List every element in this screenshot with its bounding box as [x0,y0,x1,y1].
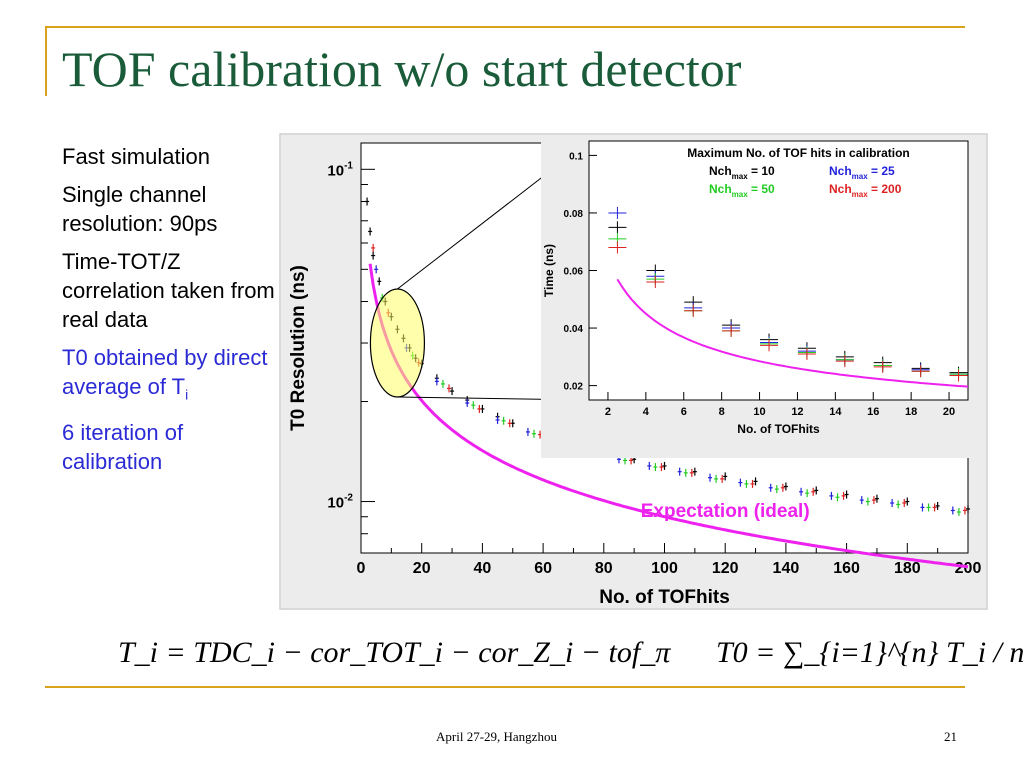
highlight-ellipse [369,288,426,398]
inset-x-tick-label: 16 [867,406,879,418]
bullet-subscript: i [185,386,189,403]
bullet-item: Single channel resolution: 90ps [62,180,277,238]
y-tick-label: 10-1 [327,160,353,179]
bullet-item: Fast simulation [62,142,277,171]
formula-ti-text: T_i = TDC_i − cor_TOT_i − cor_Z_i − tof_… [118,636,671,669]
inset-x-tick-label: 10 [753,406,765,418]
formula-t0: T0 = ∑_{i=1}^{n} T_i / n [716,636,1024,670]
inset-x-tick-label: 14 [829,406,842,418]
top-rule [45,26,965,28]
inset-x-tick-label: 2 [605,406,611,418]
legend-entry: Nchmax = 200 [829,182,902,199]
legend-entry-name: Nch [829,164,852,178]
y-axis-label: T0 Resolution (ns) [288,265,309,431]
x-tick-label: 200 [955,560,982,577]
data-series [371,243,967,515]
legend-entry-subscript: max [732,172,749,181]
bullet-list: Fast simulation Single channel resolutio… [62,142,277,485]
inset-y-tick-label: 0.06 [564,267,584,278]
footer-date-location: April 27-29, Hangzhou [436,729,557,744]
formula-ti: T_i = TDC_i − cor_TOT_i − cor_Z_i − tof_… [118,636,670,670]
inset-plot-frame [588,140,969,401]
inset-expectation-curve [616,278,969,388]
expectation-curve [368,263,969,569]
bullet-text: T0 obtained by direct average of T [62,345,268,399]
y-tick-base: 10 [327,162,344,179]
inset-x-tick-label: 6 [681,406,687,418]
legend-entry-name: Nch [709,182,732,196]
y-tick-exponent: -2 [344,493,353,504]
inset-data-series [608,241,968,382]
inset-x-tick-label: 20 [943,406,955,418]
inset-y-tick-label: 0.1 [569,151,583,162]
inset-y-axis-label: Time (ns) [542,244,556,297]
x-tick-label: 40 [474,560,492,577]
legend-entry: Nchmax = 25 [829,164,895,181]
x-tick-label: 20 [413,560,431,577]
bullet-item: T0 obtained by direct average of Ti [62,343,277,409]
formula-t0-text: T0 = ∑_{i=1}^{n} T_i / n [716,636,1024,669]
inset-x-axis-label: No. of TOFhits [737,422,820,436]
x-tick-label: 100 [651,560,678,577]
legend-entry-value: = 200 [868,182,902,196]
x-tick-label: 140 [773,560,800,577]
bullet-text: Single channel resolution: 90ps [62,182,218,236]
x-tick-label: 60 [534,560,552,577]
legend-entry: Nchmax = 10 [709,164,775,181]
inset-x-tick-label: 12 [791,406,803,418]
inset-title: Maximum No. of TOF hits in calibration [687,146,909,160]
inset-y-tick-label: 0.02 [564,382,584,393]
legend-entry-name: Nch [709,164,732,178]
legend-entry-value: = 50 [748,182,775,196]
bullet-text: Fast simulation [62,144,210,169]
inset-y-tick-label: 0.08 [564,209,584,220]
inset-x-tick-label: 18 [905,406,917,418]
legend-entry-value: = 25 [868,164,895,178]
inset-y-tick-label: 0.04 [564,324,584,335]
legend-entry-name: Nch [829,182,852,196]
left-rule [45,26,47,96]
y-tick-base: 10 [327,495,344,512]
figure-panel: 0 20 40 60 80 100 120 140 160 180 200 10-1 10-2 No. o… [279,133,988,610]
bullet-item: Time-TOT/Z correlation taken from real d… [62,247,277,334]
legend-entry-subscript: max [732,190,749,199]
bullet-text: Time-TOT/Z correlation taken from real d… [62,249,275,332]
y-tick-exponent: -1 [344,160,353,171]
x-axis-label: No. of TOFhits [599,587,730,608]
x-tick-label: 0 [357,560,366,577]
page-number: 21 [944,729,957,744]
x-tick-label: 120 [712,560,739,577]
legend-entry-subscript: max [852,172,869,181]
legend-entry-subscript: max [852,190,869,199]
legend-entry: Nchmax = 50 [709,182,775,199]
expectation-annotation: Expectation (ideal) [641,501,810,522]
x-tick-label: 180 [894,560,921,577]
inset-x-tick-label: 8 [719,406,725,418]
inset-plot: 2 4 6 8 10 12 14 16 18 20 0.02 0.04 0.06 0.08 0.1 No. o… [541,137,976,458]
bullet-text: 6 iteration of calibration [62,420,184,475]
y-tick-label: 10-2 [327,493,353,512]
bullet-item: 6 iteration of calibration [62,418,277,476]
bottom-rule [45,686,965,688]
inset-x-tick-label: 4 [643,406,650,418]
slide-title: TOF calibration w/o start detector [62,41,742,97]
legend-entry-value: = 10 [748,164,775,178]
x-tick-label: 80 [595,560,613,577]
x-tick-label: 160 [833,560,860,577]
